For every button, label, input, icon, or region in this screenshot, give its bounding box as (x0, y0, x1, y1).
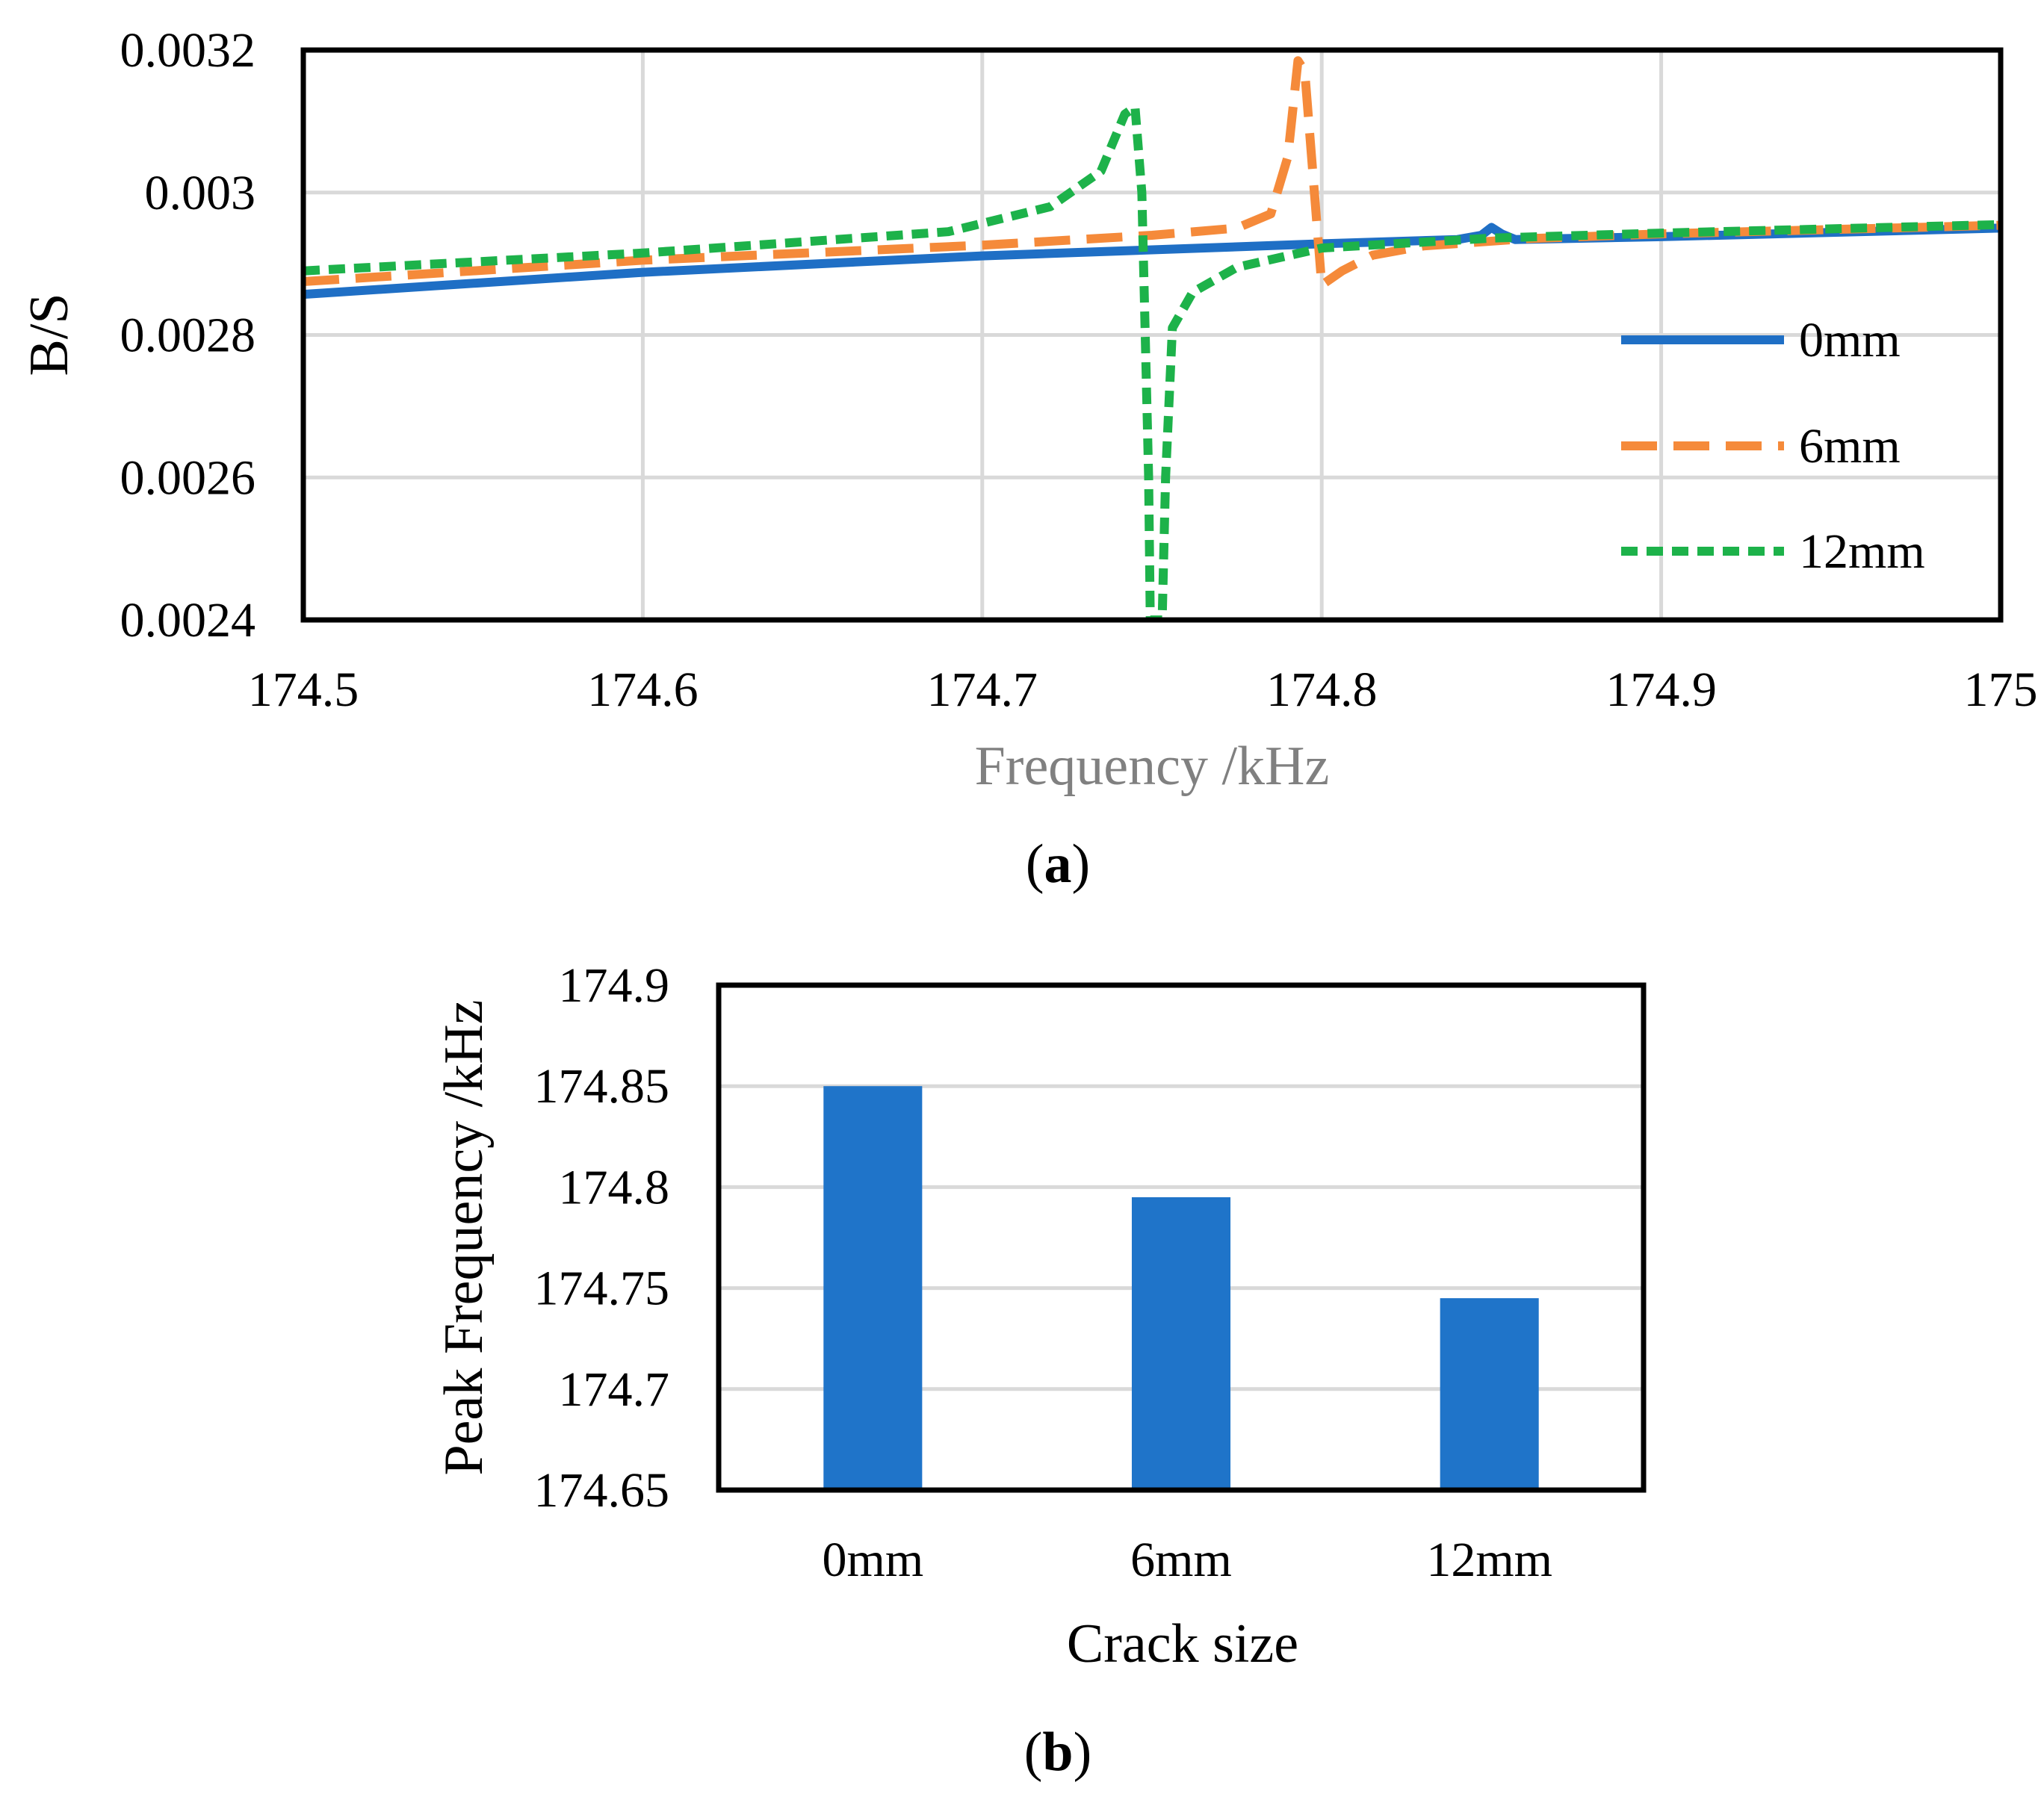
bar-chart-bars (823, 1086, 1539, 1490)
bar-6mm (1131, 1197, 1231, 1490)
bar-chart-panel-b: 174.65 174.7 174.75 174.8 174.85 174.9 0mm 6mm… (433, 958, 1647, 1783)
line-chart-y-tick-label: 0.0032 (120, 23, 256, 78)
bar-chart-x-tick-label: 6mm (1130, 1533, 1232, 1587)
panel-letter-a: a (1044, 834, 1072, 895)
line-chart-x-axis-title: Frequency /kHz (975, 736, 1330, 797)
bar-0mm (823, 1086, 923, 1490)
legend-label-12mm: 12mm (1799, 524, 1925, 579)
line-chart-y-axis-title: B/S (19, 293, 80, 376)
bar-chart-plot-frame (716, 982, 1647, 1493)
line-chart-panel-a: 0.0024 0.0026 0.0028 0.003 0.0032 174.5 174.6… (19, 23, 2038, 895)
bar-chart-y-tick-label: 174.65 (534, 1463, 670, 1518)
line-chart-y-tick-label: 0.0026 (120, 450, 256, 505)
line-chart-x-tick-label: 174.5 (248, 662, 359, 717)
panel-label-b: (b) (1024, 1722, 1091, 1783)
line-chart-series-group (303, 56, 2001, 620)
bar-12mm (1440, 1298, 1539, 1490)
bar-chart-y-ticks: 174.65 174.7 174.75 174.8 174.85 174.9 (534, 958, 670, 1518)
line-chart-y-tick-label: 0.0024 (120, 593, 256, 648)
line-series-6mm (303, 56, 2001, 290)
line-chart-x-tick-label: 175 (1964, 662, 2038, 717)
line-series-12mm (303, 102, 2001, 620)
line-chart-plot-frame (300, 47, 2004, 623)
line-chart-x-ticks: 174.5 174.6 174.7 174.8 174.9 175 (248, 662, 2038, 717)
line-chart-y-tick-label: 0.003 (145, 166, 256, 220)
bar-chart-x-tick-label: 0mm (822, 1533, 923, 1587)
bar-chart-x-axis-title: Crack size (1067, 1613, 1298, 1675)
legend-label-6mm: 6mm (1799, 419, 1901, 474)
bar-chart-y-tick-label: 174.75 (534, 1262, 670, 1316)
panel-letter-b: b (1042, 1722, 1073, 1783)
legend-label-0mm: 0mm (1799, 313, 1901, 367)
bar-chart-x-tick-label: 12mm (1426, 1533, 1552, 1587)
bar-chart-y-tick-label: 174.9 (559, 958, 670, 1013)
line-chart-y-ticks: 0.0024 0.0026 0.0028 0.003 0.0032 (120, 23, 256, 648)
line-chart-x-tick-label: 174.9 (1605, 662, 1717, 717)
line-chart-x-tick-label: 174.8 (1266, 662, 1378, 717)
bar-chart-y-tick-label: 174.85 (534, 1059, 670, 1114)
bar-chart-y-axis-title: Peak Frequency /kHz (433, 999, 495, 1475)
line-chart-x-tick-label: 174.7 (927, 662, 1038, 717)
line-chart-y-tick-label: 0.0028 (120, 308, 256, 363)
bar-chart-x-ticks: 0mm 6mm 12mm (822, 1533, 1552, 1587)
line-chart-x-tick-label: 174.6 (587, 662, 699, 717)
line-chart-legend: 0mm 6mm 12mm (1621, 313, 1925, 579)
panel-label-a: (a) (1026, 834, 1090, 895)
bar-chart-y-tick-label: 174.7 (559, 1362, 670, 1417)
bar-chart-y-tick-label: 174.8 (559, 1160, 670, 1214)
line-chart-gridlines (301, 48, 2003, 622)
